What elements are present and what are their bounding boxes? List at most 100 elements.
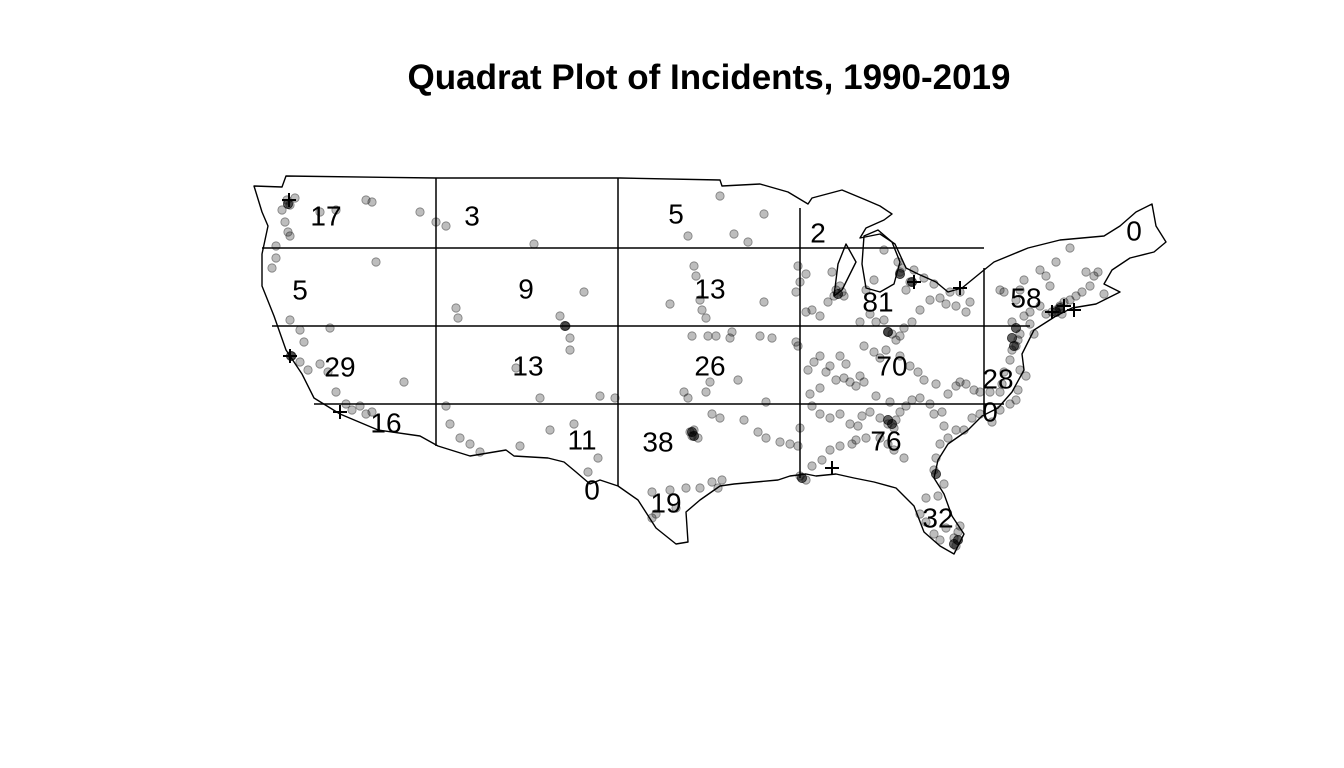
incident-point bbox=[285, 231, 295, 241]
incident-point bbox=[913, 367, 923, 377]
incident-point bbox=[889, 445, 899, 455]
incident-point bbox=[280, 217, 290, 227]
incident-point bbox=[283, 227, 293, 237]
incident-point bbox=[793, 261, 803, 271]
duplicate-plus-marker bbox=[1057, 299, 1071, 313]
incident-point bbox=[869, 347, 879, 357]
incident-point bbox=[775, 437, 785, 447]
incident-point bbox=[943, 433, 953, 443]
duplicate-plus-marker bbox=[1067, 303, 1081, 317]
incident-point bbox=[807, 305, 817, 315]
incident-point bbox=[1025, 307, 1035, 317]
incident-point bbox=[999, 367, 1009, 377]
incident-point bbox=[511, 363, 521, 373]
incident-point bbox=[985, 387, 995, 397]
incident-point bbox=[717, 475, 727, 485]
incident-point bbox=[895, 407, 905, 417]
quadrat-count-r1-c4: 58 bbox=[1010, 283, 1041, 314]
quadrat-count-r3-c1: 11 bbox=[567, 425, 596, 456]
incident-point bbox=[801, 269, 811, 279]
incident-point bbox=[1035, 301, 1045, 311]
incident-point bbox=[825, 445, 835, 455]
incident-point bbox=[455, 433, 465, 443]
incident-point bbox=[681, 483, 691, 493]
incident-point bbox=[665, 299, 675, 309]
incident-point bbox=[899, 453, 909, 463]
incident-point bbox=[951, 301, 961, 311]
incident-point bbox=[967, 413, 977, 423]
quadrat-count-r2-c4: 28 bbox=[982, 364, 1013, 395]
quadrat-count-r0-c3: 2 bbox=[810, 218, 826, 249]
incident-point bbox=[871, 317, 881, 327]
incident-point bbox=[895, 331, 905, 341]
incident-point bbox=[355, 401, 365, 411]
michigan-peninsula-outline bbox=[861, 229, 901, 293]
incident-point-cluster bbox=[689, 430, 700, 441]
duplicate-plus-marker bbox=[333, 405, 347, 419]
incident-point bbox=[815, 311, 825, 321]
incident-point bbox=[715, 413, 725, 423]
incident-point bbox=[565, 345, 575, 355]
incident-point bbox=[701, 313, 711, 323]
incident-point bbox=[831, 375, 841, 385]
incident-point bbox=[683, 393, 693, 403]
incident-point bbox=[891, 335, 901, 345]
incident-point bbox=[715, 191, 725, 201]
incident-point bbox=[997, 379, 1007, 389]
incident-point bbox=[865, 407, 875, 417]
quadrat-count-r1-c3: 81 bbox=[862, 287, 893, 318]
incident-point bbox=[881, 345, 891, 355]
incident-point bbox=[855, 317, 865, 327]
incident-point bbox=[277, 205, 287, 215]
incident-point bbox=[899, 323, 909, 333]
incident-point bbox=[679, 387, 689, 397]
incident-point bbox=[701, 387, 711, 397]
incident-point bbox=[907, 395, 917, 405]
incident-point bbox=[465, 439, 475, 449]
incident-point bbox=[595, 391, 605, 401]
incident-point bbox=[895, 351, 905, 361]
incident-point bbox=[295, 357, 305, 367]
incident-point bbox=[545, 425, 555, 435]
incident-point bbox=[853, 421, 863, 431]
page-title: Quadrat Plot of Incidents, 1990-2019 bbox=[407, 58, 1011, 97]
incident-point bbox=[929, 529, 939, 539]
incident-point bbox=[271, 253, 281, 263]
incident-point bbox=[399, 377, 409, 387]
incident-point bbox=[1051, 257, 1061, 267]
quadrat-count-r2-c2: 26 bbox=[694, 351, 725, 382]
incident-point bbox=[907, 317, 917, 327]
incident-point bbox=[807, 401, 817, 411]
incident-point bbox=[905, 361, 915, 371]
incident-point bbox=[859, 341, 869, 351]
incident-point bbox=[695, 483, 705, 493]
incident-point bbox=[839, 373, 849, 383]
incident-point bbox=[1081, 267, 1091, 277]
incident-point bbox=[875, 433, 885, 443]
incident-point bbox=[579, 287, 589, 297]
incident-point-cluster bbox=[883, 326, 894, 337]
quadrat-count-r2-c0: 29 bbox=[324, 352, 355, 383]
incident-point bbox=[857, 411, 867, 421]
incident-point bbox=[707, 409, 717, 419]
incident-point bbox=[861, 433, 871, 443]
incident-point bbox=[451, 303, 461, 313]
incident-point bbox=[879, 245, 889, 255]
incident-point bbox=[1071, 291, 1081, 301]
incident-point bbox=[955, 377, 965, 387]
incident-point bbox=[847, 439, 857, 449]
incident-point bbox=[883, 439, 893, 449]
incident-point bbox=[791, 287, 801, 297]
incident-point bbox=[951, 381, 961, 391]
incident-point bbox=[371, 257, 381, 267]
incident-point bbox=[941, 299, 951, 309]
incident-point bbox=[869, 275, 879, 285]
incident-point bbox=[441, 401, 451, 411]
incident-point bbox=[743, 237, 753, 247]
incident-point bbox=[1019, 311, 1029, 321]
incident-point bbox=[827, 267, 837, 277]
incident-point bbox=[1005, 399, 1015, 409]
incident-point bbox=[1005, 355, 1015, 365]
incident-point bbox=[1065, 295, 1075, 305]
